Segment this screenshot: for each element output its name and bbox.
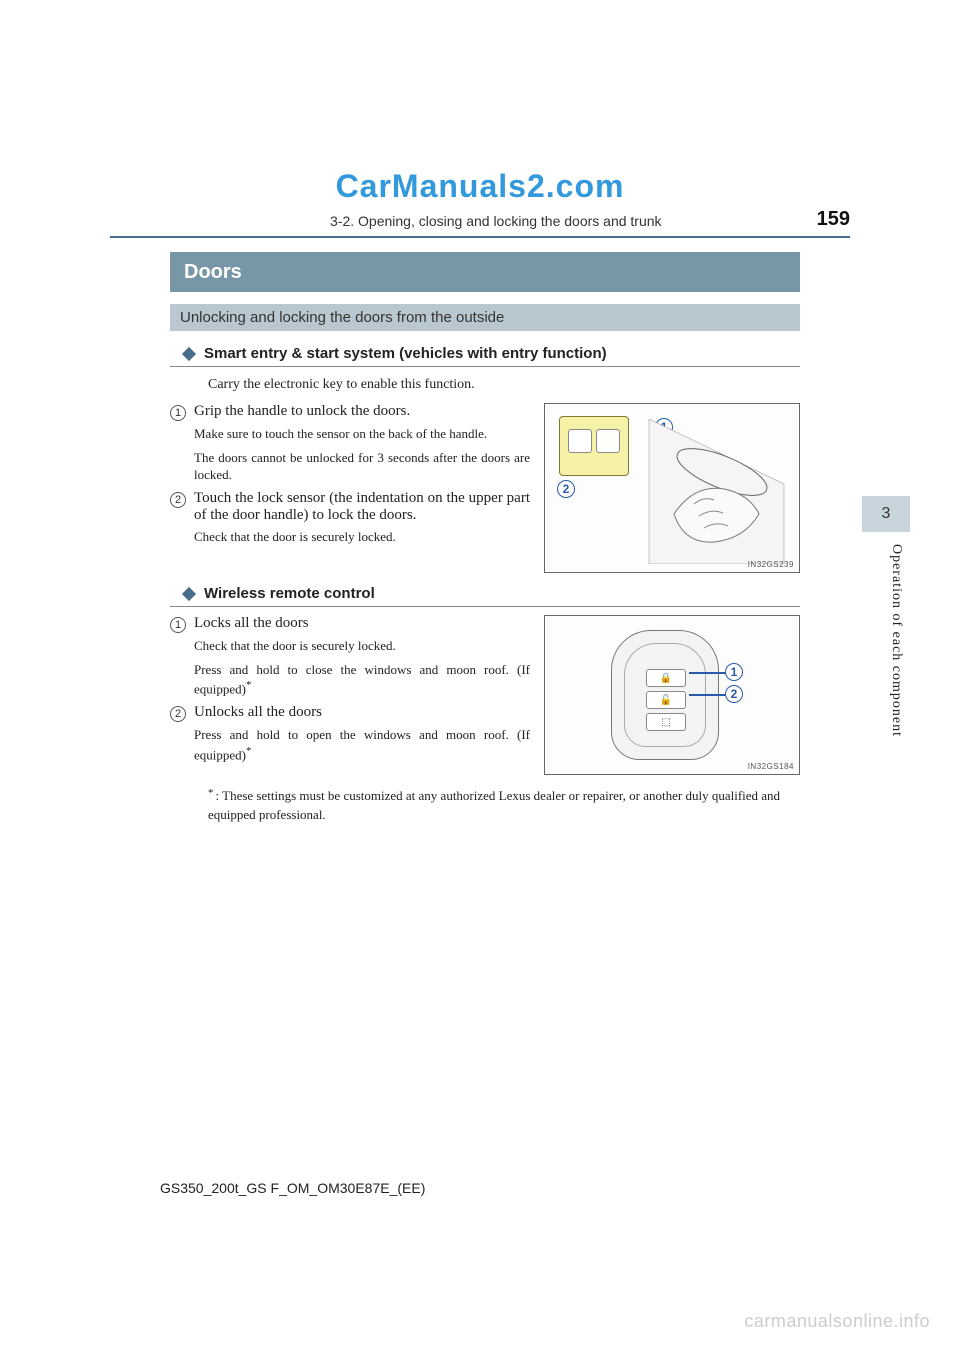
- leader-line: [689, 672, 727, 674]
- callout-2: 2: [725, 685, 743, 703]
- footnote: *: These settings must be customized at …: [208, 787, 800, 824]
- figure-column: 1 2 IN32GS239: [544, 403, 800, 573]
- figure-door-handle: 1 2 IN32GS239: [544, 403, 800, 573]
- step-sub: The doors cannot be unlocked for 3 secon…: [194, 449, 530, 484]
- step-1: 1 Locks all the doors: [170, 615, 530, 633]
- bullet-text: Wireless remote control: [204, 585, 375, 602]
- text-column: 1 Locks all the doors Check that the doo…: [170, 615, 530, 775]
- watermark-top: CarManuals2.com: [336, 168, 625, 205]
- callout-1: 1: [725, 663, 743, 681]
- step-sub: Make sure to touch the sensor on the bac…: [194, 425, 530, 443]
- step-sub: Press and hold to open the windows and m…: [194, 726, 530, 763]
- watermark-bottom: carmanualsonline.info: [744, 1311, 930, 1332]
- diamond-icon: [182, 347, 196, 361]
- chapter-tab: 3: [862, 496, 910, 532]
- subtitle-bar: Unlocking and locking the doors from the…: [170, 304, 800, 331]
- step-text: Touch the lock sensor (the indentation o…: [194, 490, 530, 524]
- bullet-wireless: Wireless remote control: [170, 585, 800, 607]
- lock-button-icon: 🔒: [646, 669, 686, 687]
- step-2: 2 Touch the lock sensor (the indentation…: [170, 490, 530, 524]
- figure-remote: 🔒 🔓 ⬚ 1 2 IN32GS184: [544, 615, 800, 775]
- step-2: 2 Unlocks all the doors: [170, 704, 530, 722]
- step-1: 1 Grip the handle to unlock the doors.: [170, 403, 530, 421]
- header-rule: [110, 236, 850, 238]
- wireless-block: 1 Locks all the doors Check that the doo…: [170, 615, 800, 775]
- intro-line: Carry the electronic key to enable this …: [208, 375, 800, 395]
- page: CarManuals2.com 3-2. Opening, closing an…: [0, 0, 960, 1358]
- step-number-icon: 2: [170, 706, 186, 722]
- figure-column: 🔒 🔓 ⬚ 1 2 IN32GS184: [544, 615, 800, 775]
- step-sub: Check that the door is securely locked.: [194, 637, 530, 655]
- unlock-button-icon: 🔓: [646, 691, 686, 709]
- smart-entry-block: 1 Grip the handle to unlock the doors. M…: [170, 403, 800, 573]
- callout-2: 2: [557, 480, 575, 498]
- step-number-icon: 2: [170, 492, 186, 508]
- breadcrumb: 3-2. Opening, closing and locking the do…: [330, 213, 662, 229]
- content-area: Unlocking and locking the doors from the…: [170, 304, 800, 824]
- step-text: Unlocks all the doors: [194, 704, 322, 721]
- step-text: Locks all the doors: [194, 615, 309, 632]
- step-sub: Check that the door is securely locked.: [194, 528, 530, 546]
- chapter-label: Operation of each component: [888, 544, 904, 737]
- bullet-smart-entry: Smart entry & start system (vehicles wit…: [170, 345, 800, 367]
- hand-illustration: [644, 414, 789, 564]
- key-fob-icon: [559, 416, 629, 476]
- section-title-bar: Doors: [170, 252, 800, 292]
- trunk-button-icon: ⬚: [646, 713, 686, 731]
- footer-code: GS350_200t_GS F_OM_OM30E87E_(EE): [160, 1180, 425, 1196]
- step-text: Grip the handle to unlock the doors.: [194, 403, 410, 420]
- figure-code: IN32GS184: [748, 762, 794, 771]
- leader-line: [689, 694, 727, 696]
- step-sub: Press and hold to close the windows and …: [194, 661, 530, 698]
- diamond-icon: [182, 587, 196, 601]
- step-number-icon: 1: [170, 405, 186, 421]
- step-number-icon: 1: [170, 617, 186, 633]
- bullet-text: Smart entry & start system (vehicles wit…: [204, 345, 607, 362]
- page-number: 159: [817, 208, 850, 231]
- text-column: 1 Grip the handle to unlock the doors. M…: [170, 403, 530, 573]
- figure-code: IN32GS239: [748, 560, 794, 569]
